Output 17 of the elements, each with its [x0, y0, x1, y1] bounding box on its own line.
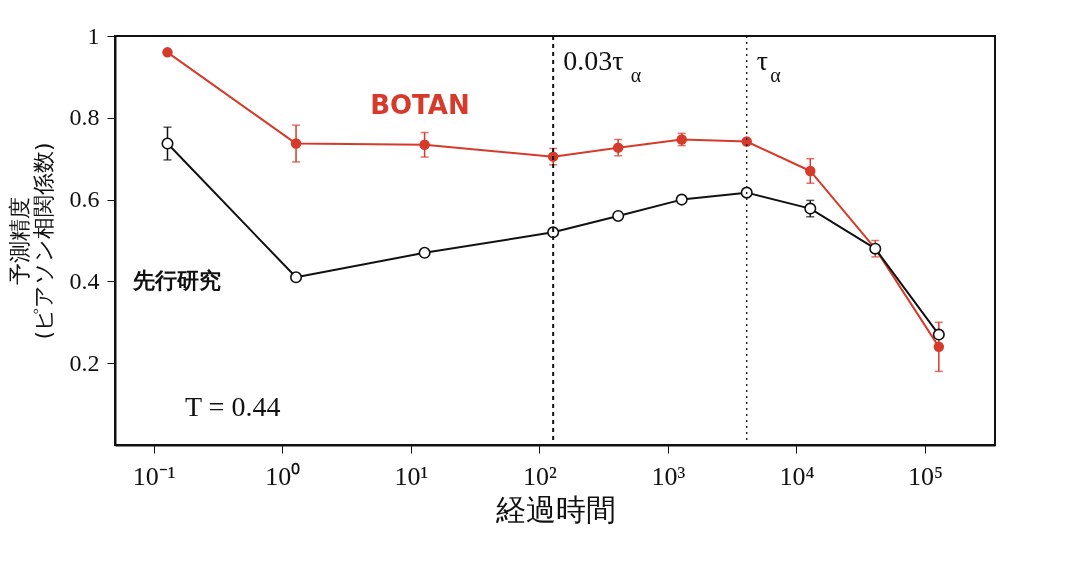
annotation: T = 0.44 [185, 391, 281, 423]
y-tick-label: 0.8 [69, 104, 100, 131]
x-tick-label: 10² [522, 461, 557, 491]
text: 先行研究 [131, 268, 221, 294]
y-axis-title: 予測精度 (ピアソン相関係数) [6, 142, 56, 340]
x-tick-label: 10³ [651, 461, 686, 491]
x-tick-label: 10⁰ [265, 461, 301, 491]
series-label: BOTAN [370, 89, 470, 120]
x-tick-label: 10⁴ [779, 461, 815, 491]
y-tick-label: 0.2 [69, 349, 100, 376]
x-tick-label: 10¹ [394, 461, 429, 491]
x-tick-label: 10⁻¹ [132, 461, 176, 491]
x-tick-label: 10⁵ [908, 461, 944, 491]
x-axis-title: 経過時間 [494, 491, 616, 527]
y-tick-label: 0.4 [69, 267, 100, 294]
y-tick-label: 0.6 [69, 186, 100, 213]
y-tick-label: 1 [87, 22, 100, 49]
